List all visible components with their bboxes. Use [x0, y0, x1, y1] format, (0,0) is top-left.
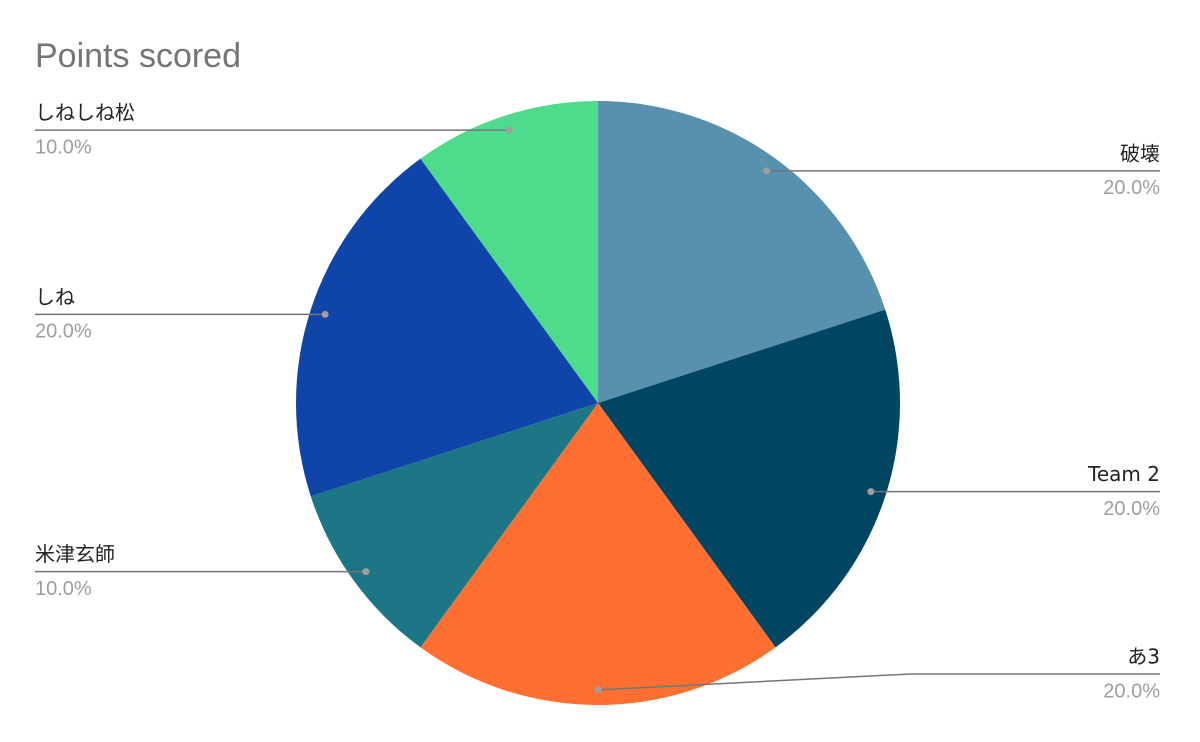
pie-slice [296, 158, 598, 497]
slice-label: あ3 [1127, 645, 1160, 669]
leader-dot [505, 126, 513, 134]
pie-slice [310, 403, 598, 648]
slice-value-label: 20.0% [1103, 498, 1160, 520]
slice-value-label: 20.0% [1103, 680, 1160, 702]
pie-slice [598, 101, 886, 403]
slice-value-label: 10.0% [35, 578, 92, 600]
pie-slice [420, 403, 776, 705]
slice-label: しねしね松 [35, 101, 135, 125]
pie-slice [598, 309, 901, 648]
slice-value-label: 10.0% [35, 136, 92, 158]
chart-title: Points scored [35, 37, 241, 75]
slice-label: 破壊 [1120, 141, 1160, 165]
slice-value-label: 20.0% [35, 321, 92, 343]
slice-value-label: 20.0% [1103, 177, 1160, 199]
leader-dot [763, 167, 771, 175]
slice-label: Team 2 [1087, 462, 1160, 486]
leader-dot [321, 310, 329, 318]
slice-label: しね [35, 285, 75, 309]
leader-dot [867, 488, 875, 496]
slice-label: 米津玄師 [35, 542, 115, 566]
leader-dot [362, 568, 370, 576]
leader-dot [594, 686, 602, 694]
leader-line [597, 673, 1160, 691]
pie-slice [420, 101, 598, 403]
